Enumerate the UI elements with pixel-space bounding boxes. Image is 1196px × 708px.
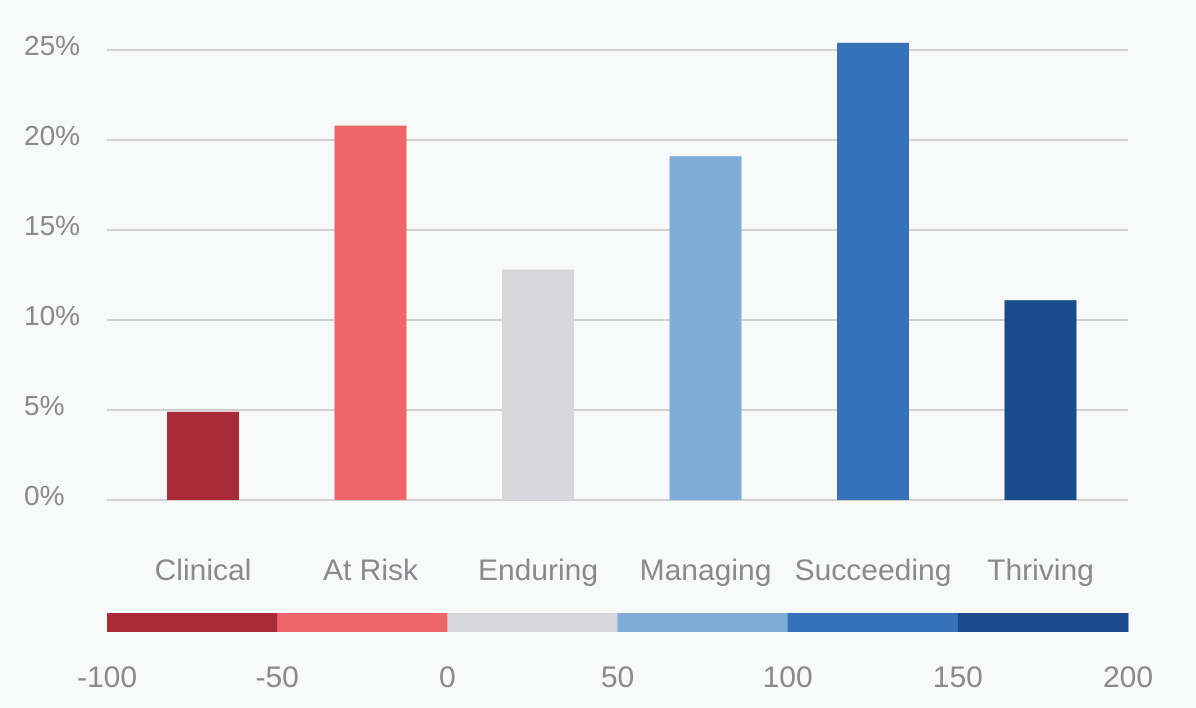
bars bbox=[167, 42, 1077, 501]
y-tick-label: 25% bbox=[24, 30, 80, 61]
scale-segment bbox=[957, 613, 1129, 632]
category-labels: Clinical At Risk Enduring Managing Succeedin… bbox=[155, 554, 1094, 587]
category-label: At Risk bbox=[323, 554, 419, 587]
scale-tick-label: 50 bbox=[601, 661, 634, 694]
scale-tick-label: 0 bbox=[439, 661, 456, 694]
bar-thriving bbox=[1004, 300, 1077, 500]
scale-segment bbox=[617, 613, 789, 632]
bar-at-risk bbox=[334, 125, 407, 500]
y-tick-label: 20% bbox=[24, 120, 80, 151]
scale-segment bbox=[107, 613, 278, 632]
y-axis-tick-labels: 0% 5% 10% 15% 20% 25% bbox=[24, 30, 80, 511]
category-label: Succeeding bbox=[795, 554, 952, 587]
y-tick-label: 0% bbox=[24, 480, 64, 511]
scale-tick-label: 150 bbox=[933, 661, 983, 694]
bar-succeeding bbox=[837, 42, 909, 501]
category-label: Managing bbox=[640, 554, 772, 587]
gridlines bbox=[107, 49, 1128, 501]
scale-segment bbox=[277, 613, 448, 632]
category-label: Clinical bbox=[155, 554, 252, 587]
scale-tick-label: 200 bbox=[1103, 661, 1153, 694]
scale-segment bbox=[787, 613, 959, 632]
color-scale-tick-labels: -100 -50 0 50 100 150 200 bbox=[77, 661, 1153, 694]
scale-tick-label: 100 bbox=[763, 661, 813, 694]
category-label: Enduring bbox=[478, 554, 598, 587]
scale-segment bbox=[447, 613, 618, 632]
y-tick-label: 10% bbox=[24, 300, 80, 331]
bar-managing bbox=[669, 156, 742, 500]
color-scale-bar bbox=[107, 613, 1129, 632]
bar-enduring bbox=[502, 269, 574, 500]
category-label: Thriving bbox=[987, 554, 1094, 587]
bar-clinical bbox=[167, 411, 239, 500]
scale-tick-label: -100 bbox=[77, 661, 137, 694]
y-tick-label: 15% bbox=[24, 210, 80, 241]
scale-tick-label: -50 bbox=[255, 661, 298, 694]
y-tick-label: 5% bbox=[24, 390, 64, 421]
